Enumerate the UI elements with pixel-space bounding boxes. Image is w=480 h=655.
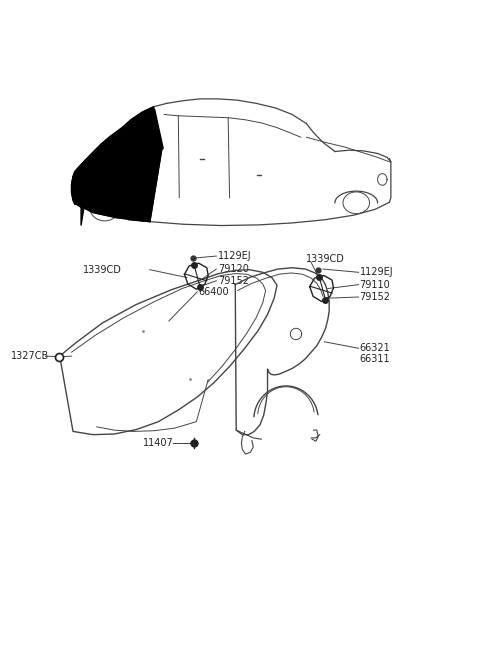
Text: 79120: 79120 xyxy=(218,264,249,274)
Text: 1339CD: 1339CD xyxy=(306,254,345,265)
Text: 79152: 79152 xyxy=(360,292,391,302)
Polygon shape xyxy=(72,107,162,221)
Text: 66400: 66400 xyxy=(199,287,229,297)
Text: 66311: 66311 xyxy=(360,354,390,364)
Text: 1129EJ: 1129EJ xyxy=(218,251,252,261)
Text: 79110: 79110 xyxy=(360,280,390,290)
Text: 66321: 66321 xyxy=(360,343,390,353)
Polygon shape xyxy=(72,109,163,225)
Text: 1339CD: 1339CD xyxy=(83,265,121,274)
Text: 79152: 79152 xyxy=(218,276,249,286)
Text: 1129EJ: 1129EJ xyxy=(360,267,393,277)
Text: 11407: 11407 xyxy=(143,438,173,448)
Text: 1327CB: 1327CB xyxy=(12,351,49,361)
